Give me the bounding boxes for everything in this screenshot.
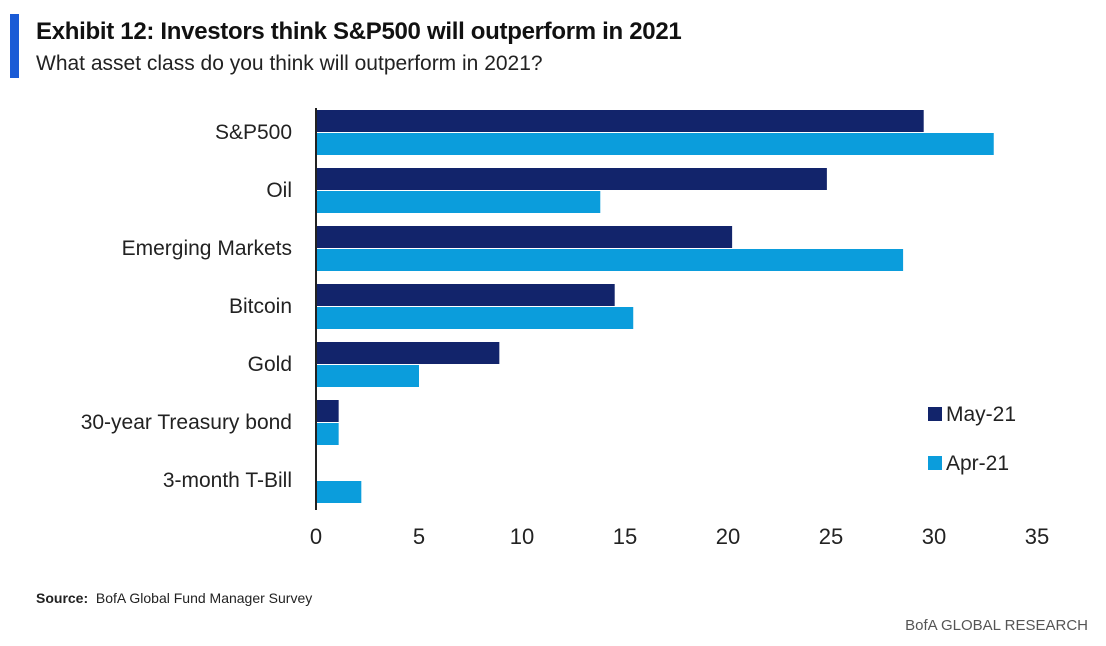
source-text: BofA Global Fund Manager Survey bbox=[95, 590, 313, 606]
chart-title: Exhibit 12: Investors think S&P500 will … bbox=[36, 18, 682, 45]
x-tick-label: 5 bbox=[413, 524, 425, 549]
category-label: Oil bbox=[266, 179, 292, 202]
bar-apr-21 bbox=[316, 481, 362, 503]
source-note: Source: BofA Global Fund Manager Survey bbox=[36, 590, 312, 606]
bar-apr-21 bbox=[316, 307, 634, 329]
source-label: Source: bbox=[36, 590, 89, 606]
x-tick-label: 30 bbox=[922, 524, 946, 549]
category-label: Gold bbox=[248, 353, 292, 376]
legend-swatch-apr-21 bbox=[928, 456, 942, 470]
bar-may-21 bbox=[316, 400, 339, 422]
bar-may-21 bbox=[316, 168, 827, 190]
bar-may-21 bbox=[316, 226, 733, 248]
bar-apr-21 bbox=[316, 249, 904, 271]
category-label: 30-year Treasury bond bbox=[81, 411, 292, 434]
bar-apr-21 bbox=[316, 365, 419, 387]
brand-label: BofA GLOBAL RESEARCH bbox=[905, 617, 1088, 634]
title-accent-bar bbox=[10, 14, 19, 78]
category-label: Bitcoin bbox=[229, 295, 292, 318]
x-tick-label: 25 bbox=[819, 524, 843, 549]
x-tick-label: 20 bbox=[716, 524, 740, 549]
category-label: 3-month T-Bill bbox=[163, 469, 292, 492]
x-tick-label: 10 bbox=[510, 524, 534, 549]
bar-may-21 bbox=[316, 342, 500, 364]
bar-may-21 bbox=[316, 284, 615, 306]
bar-apr-21 bbox=[316, 133, 994, 155]
legend-label: Apr-21 bbox=[946, 452, 1009, 475]
category-label: S&P500 bbox=[215, 121, 292, 144]
bar-apr-21 bbox=[316, 191, 601, 213]
bar-chart: S&P500 Oil Emerging Markets Bitcoin Gold 30-y… bbox=[81, 108, 1049, 549]
legend-label: May-21 bbox=[946, 403, 1016, 426]
category-label: Emerging Markets bbox=[122, 237, 292, 260]
x-tick-label: 15 bbox=[613, 524, 637, 549]
x-tick-label: 35 bbox=[1025, 524, 1049, 549]
bar-may-21 bbox=[316, 110, 924, 132]
legend-swatch-may-21 bbox=[928, 407, 942, 421]
chart-subtitle: What asset class do you think will outpe… bbox=[36, 52, 543, 75]
bar-apr-21 bbox=[316, 423, 339, 445]
x-tick-label: 0 bbox=[310, 524, 322, 549]
